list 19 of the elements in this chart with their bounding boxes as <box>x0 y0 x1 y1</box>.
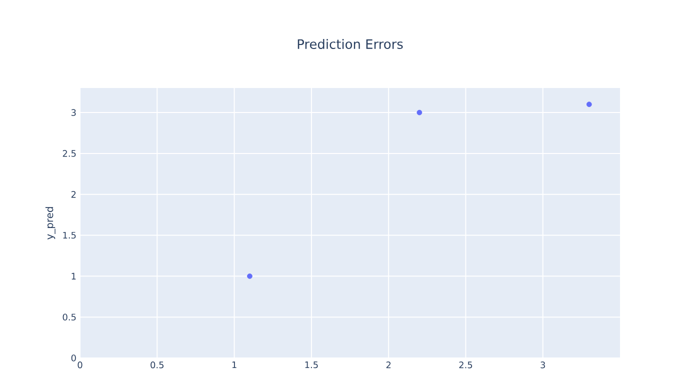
x-tick-label: 0 <box>78 362 82 368</box>
y-tick-label: 0.5 <box>62 314 76 320</box>
x-tick-label: 3 <box>540 362 545 368</box>
chart-title: Prediction Errors <box>298 38 403 50</box>
y-tick-label: 2.5 <box>62 150 76 157</box>
y-tick-label: 3 <box>71 109 76 116</box>
x-tick-label: 1.5 <box>305 362 318 368</box>
y-tick-label: 0 <box>71 354 76 362</box>
y-axis-title: y_pred <box>45 207 56 240</box>
point <box>416 110 422 116</box>
y-tick-label: 1 <box>72 272 76 280</box>
y-tick-label: 1.5 <box>63 232 76 239</box>
x-tick-label: 0.5 <box>150 362 164 368</box>
point <box>247 273 252 279</box>
x-tick-label: 1 <box>232 362 236 368</box>
point <box>586 102 592 108</box>
y-tick-label: 2 <box>71 191 76 198</box>
x-tick-label: 2 <box>386 362 391 368</box>
x-tick-label: 2.5 <box>459 362 472 368</box>
